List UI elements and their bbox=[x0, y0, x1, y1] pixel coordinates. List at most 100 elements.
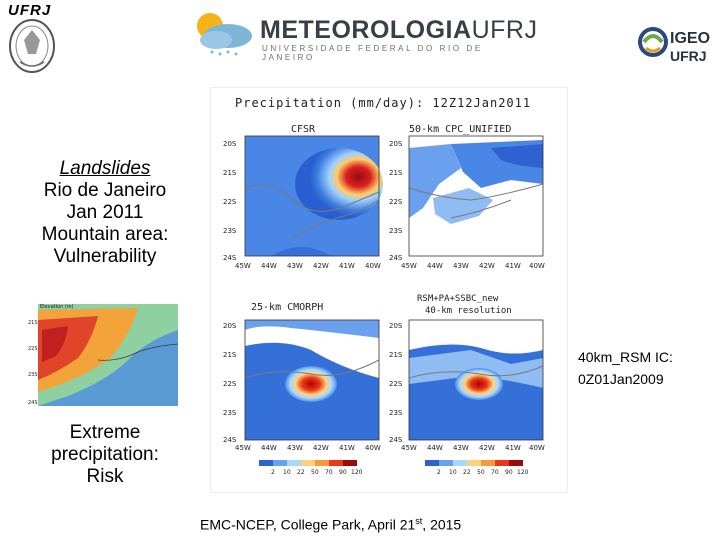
colorbar-label: 50 bbox=[311, 469, 319, 476]
lon-label: 44W bbox=[427, 444, 443, 452]
lon-label: 43W bbox=[287, 444, 303, 452]
panel-cfsr bbox=[244, 135, 383, 257]
colorbar-label: 90 bbox=[505, 469, 513, 476]
lon-label: 42W bbox=[313, 262, 329, 270]
footer-credit: EMC-NCEP, College Park, April 21st, 2015 bbox=[200, 516, 530, 533]
ufrj-seal-text: UFRJ bbox=[8, 2, 52, 19]
thumb-lat-label: 23S bbox=[28, 372, 38, 378]
precipitation-figure: Precipitation (mm/day): 12Z12Jan2011 CFS… bbox=[210, 87, 568, 493]
lat-label: 20S bbox=[389, 140, 403, 148]
landslides-line: Jan 2011 bbox=[66, 202, 144, 223]
igeo-swirl-icon bbox=[638, 27, 668, 57]
thumb-title: Elevation (m) bbox=[40, 304, 74, 310]
lon-label: 41W bbox=[339, 444, 355, 452]
colorbar-label: 22 bbox=[463, 469, 471, 476]
panel-cmorph bbox=[244, 319, 380, 441]
lat-label: 24S bbox=[223, 436, 237, 444]
panel-title-cpc: 50-km CPC_UNIFIED bbox=[409, 124, 512, 135]
meteorologia-word: METEOROLOGIA bbox=[260, 16, 472, 44]
lat-labels-right: 20S 21S 22S 23S 24S 20S 21S 22S 23S 24S bbox=[389, 140, 403, 444]
lat-label: 22S bbox=[389, 380, 403, 388]
footer-text: EMC-NCEP, College Park, April 21 bbox=[200, 516, 416, 533]
thumb-lat-label: 24S bbox=[28, 400, 38, 406]
colorbar-label: 120 bbox=[517, 469, 529, 476]
extreme-precipitation-text-block: Extreme precipitation: Risk bbox=[20, 422, 190, 488]
igeo-text: IGEO bbox=[670, 30, 711, 47]
colorbar-label: 10 bbox=[283, 469, 291, 476]
lat-label: 23S bbox=[223, 409, 237, 417]
lon-label: 45W bbox=[235, 444, 251, 452]
lon-label: 44W bbox=[261, 444, 277, 452]
lon-label: 40W bbox=[365, 444, 381, 452]
panel-cpc-unified bbox=[408, 135, 544, 257]
colorbar-label: 2 bbox=[437, 469, 441, 476]
panel-title-cmorph: 25-km CMORPH bbox=[251, 302, 324, 313]
lat-label: 20S bbox=[389, 322, 403, 330]
cloud-sun-icon bbox=[197, 13, 252, 56]
colorbar-label: 50 bbox=[477, 469, 485, 476]
lon-label: 40W bbox=[365, 262, 381, 270]
extreme-line: Extreme bbox=[69, 422, 141, 443]
lat-label: 20S bbox=[223, 140, 237, 148]
precipitation-maps: 20S 21S 22S 23S 24S 20S 21S 22S 23S 24S … bbox=[223, 135, 545, 476]
colorbar-label: 90 bbox=[339, 469, 347, 476]
lat-label: 24S bbox=[389, 254, 403, 262]
lat-label: 24S bbox=[389, 436, 403, 444]
landslides-line: Vulnerability bbox=[53, 246, 157, 267]
landslides-line: Mountain area: bbox=[41, 224, 169, 245]
lon-label: 44W bbox=[261, 262, 277, 270]
meteorologia-title: METEOROLOGIAUFRJ bbox=[260, 16, 537, 45]
lon-label: 44W bbox=[427, 262, 443, 270]
rsm-note-line-1: 40km_RSM IC: bbox=[578, 349, 673, 365]
lon-label: 41W bbox=[339, 262, 355, 270]
lon-label: 42W bbox=[313, 444, 329, 452]
rsm-note: 40km_RSM IC: 0Z01Jan2009 bbox=[578, 346, 718, 390]
meteorologia-ufrj-word: UFRJ bbox=[471, 16, 538, 44]
lat-label: 24S bbox=[223, 254, 237, 262]
lon-label: 45W bbox=[401, 262, 417, 270]
lat-label: 23S bbox=[389, 409, 403, 417]
extreme-line: precipitation: bbox=[51, 444, 159, 465]
lon-label: 41W bbox=[505, 444, 521, 452]
rsm-note-line-2: 0Z01Jan2009 bbox=[578, 371, 664, 387]
lon-label: 45W bbox=[235, 262, 251, 270]
lat-label: 21S bbox=[389, 351, 403, 359]
lat-label: 23S bbox=[223, 227, 237, 235]
colorbar-label: 22 bbox=[297, 469, 305, 476]
lon-label: 41W bbox=[505, 262, 521, 270]
colorbar-label: 120 bbox=[351, 469, 363, 476]
lat-label: 23S bbox=[389, 227, 403, 235]
ufrj-seal-emblem bbox=[9, 19, 55, 73]
lon-label: 45W bbox=[401, 444, 417, 452]
lat-labels-top-left: 20S 21S 22S 23S 24S 20S 21S 22S 23S 24S bbox=[223, 140, 237, 444]
lon-labels: 45W 44W 43W 42W 41W 40W 45W 44W 43W 42W … bbox=[235, 262, 545, 452]
lon-label: 43W bbox=[453, 444, 469, 452]
ufrj-seal-logo: UFRJ bbox=[4, 2, 62, 76]
colorbar-label: 10 bbox=[449, 469, 457, 476]
lat-label: 22S bbox=[223, 198, 237, 206]
panel-title-rsm-2: 40-km resolution bbox=[425, 306, 512, 316]
extreme-line: Risk bbox=[86, 466, 124, 487]
lon-label: 40W bbox=[529, 262, 545, 270]
lon-label: 43W bbox=[287, 262, 303, 270]
lon-label: 42W bbox=[479, 262, 495, 270]
elevation-map-image: Elevation (m) 21S 22S 23S 24S bbox=[28, 304, 179, 406]
thumb-lat-label: 21S bbox=[28, 320, 38, 326]
colorbar-left bbox=[259, 460, 357, 466]
lon-label: 42W bbox=[479, 444, 495, 452]
footer-year: , 2015 bbox=[422, 516, 462, 533]
lat-label: 21S bbox=[223, 351, 237, 359]
igeo-ufrj-logo: IGEO UFRJ bbox=[636, 20, 720, 70]
thumb-lat-label: 22S bbox=[28, 346, 38, 352]
panel-title-cfsr: CFSR bbox=[291, 124, 316, 135]
colorbar-right bbox=[425, 460, 523, 466]
lon-label: 40W bbox=[529, 444, 545, 452]
landslides-text-block: Landslides Rio de Janeiro Jan 2011 Mount… bbox=[20, 158, 190, 268]
colorbar-label: 70 bbox=[325, 469, 333, 476]
colorbar-label: 70 bbox=[491, 469, 499, 476]
lon-label: 43W bbox=[453, 262, 469, 270]
lat-label: 22S bbox=[389, 198, 403, 206]
lat-label: 21S bbox=[389, 169, 403, 177]
elevation-thumbnail-map: Elevation (m) 21S 22S 23S 24S bbox=[28, 300, 180, 410]
colorbar-labels: 2 10 22 50 70 90 120 2 10 22 50 70 90 12… bbox=[271, 469, 529, 476]
